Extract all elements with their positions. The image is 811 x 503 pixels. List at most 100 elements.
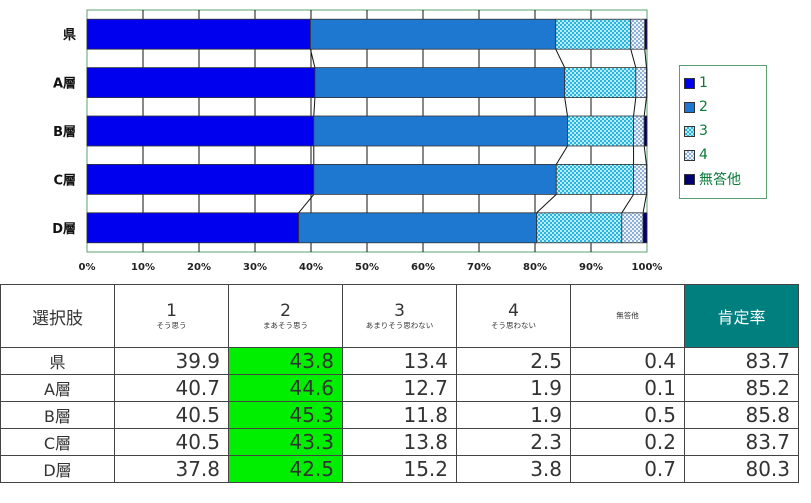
bar-segment xyxy=(86,115,315,147)
column-header: 4 そう思わない xyxy=(456,284,571,348)
bar-segment xyxy=(633,115,645,147)
x-tick-label: 20% xyxy=(187,262,211,273)
bar-segment xyxy=(314,67,566,98)
legend-label: 3 xyxy=(699,123,708,139)
series-line xyxy=(313,97,316,117)
corner-header: 選択肢 xyxy=(0,284,115,348)
category-label: C層 xyxy=(53,173,76,188)
rate-header: 肯定率 xyxy=(684,284,799,348)
series-line xyxy=(298,194,315,214)
bar-segment xyxy=(86,163,315,195)
legend-item: 無答他 xyxy=(684,167,762,191)
x-tick-label: 90% xyxy=(579,262,603,273)
table-header-row: 選択肢 1 そう思う 2 まあそう思う 3 あまりそう思わない 4 そう思わない 無答他… xyxy=(0,284,799,348)
legend-swatch xyxy=(684,125,695,137)
table-row: C層 40.5 43.3 13.8 2.3 0.2 83.7 xyxy=(0,428,799,456)
series-line xyxy=(621,194,634,214)
table-cell: 40.5 xyxy=(114,401,229,429)
category-label: A層 xyxy=(53,77,76,92)
bar-segment xyxy=(630,18,646,50)
column-header: 2 まあそう思う xyxy=(228,284,343,348)
legend-swatch xyxy=(684,149,695,161)
legend-item: 3 xyxy=(684,119,762,143)
table-cell: 0.7 xyxy=(570,455,685,483)
column-number: 4 xyxy=(508,300,519,321)
series-line xyxy=(644,49,647,68)
legend-label: 4 xyxy=(699,147,708,163)
x-tick-label: 70% xyxy=(467,262,491,273)
table-row: A層 40.7 44.6 12.7 1.9 0.1 85.2 xyxy=(0,374,799,402)
legend-item: 4 xyxy=(684,143,762,167)
table-cell: 0.5 xyxy=(570,401,685,429)
category-label: B層 xyxy=(53,125,76,140)
bar-segment xyxy=(646,67,648,98)
series-line xyxy=(309,49,316,68)
table-cell: 40.5 xyxy=(114,428,229,456)
legend-item: 1 xyxy=(684,71,762,95)
legend-label: 無答他 xyxy=(699,172,741,188)
x-tick-label: 40% xyxy=(299,262,323,273)
table-cell: 1.9 xyxy=(456,401,571,429)
bar-segment xyxy=(567,115,634,147)
series-line xyxy=(555,145,568,165)
table-row: 県 39.9 43.8 13.4 2.5 0.4 83.7 xyxy=(0,347,799,375)
series-line xyxy=(633,97,637,117)
table-row: D層 37.8 42.5 15.2 3.8 0.7 80.3 xyxy=(0,455,799,483)
legend-swatch xyxy=(684,173,695,185)
bar-segment xyxy=(555,163,634,195)
column-subtitle: まあそう思う xyxy=(263,320,308,330)
bar-segment xyxy=(635,67,647,98)
table-cell: 39.9 xyxy=(114,347,229,375)
x-tick-labels: 0% 10% 20% 30% 40% 50% 60% 70% 80% 90% 100% xyxy=(79,262,663,273)
bar-segment xyxy=(642,212,648,244)
series-line xyxy=(643,145,647,165)
table-cell: 83.7 xyxy=(684,347,799,375)
data-table: 選択肢 1 そう思う 2 まあそう思う 3 あまりそう思わない 4 そう思わない 無答他… xyxy=(0,284,799,483)
bar-segment xyxy=(310,18,557,50)
column-number: 2 xyxy=(280,300,291,321)
legend-item: 2 xyxy=(684,95,762,119)
bar-segment xyxy=(86,212,300,244)
x-tick-label: 100% xyxy=(632,262,663,273)
column-header: 無答他 xyxy=(570,284,685,348)
series-line xyxy=(536,194,557,214)
column-subtitle: 無答他 xyxy=(616,311,639,320)
legend-swatch xyxy=(684,101,695,113)
row-label: A層 xyxy=(0,374,115,402)
series-line xyxy=(642,194,647,213)
table-cell: 83.7 xyxy=(684,428,799,456)
bar-segment xyxy=(313,163,557,195)
table-cell: 2.5 xyxy=(456,347,571,375)
bar-segment xyxy=(564,67,637,98)
x-tick-label: 50% xyxy=(355,262,379,273)
column-header: 3 あまりそう思わない xyxy=(342,284,457,348)
column-subtitle: あまりそう思わない xyxy=(365,320,434,330)
table-body: 県 39.9 43.8 13.4 2.5 0.4 83.7 A層 40.7 44.6 12.7 1.9… xyxy=(0,347,799,483)
bar-segment xyxy=(644,18,648,50)
series-line xyxy=(564,97,568,117)
table-cell: 3.8 xyxy=(456,455,571,483)
table-cell: 44.6 xyxy=(228,374,343,402)
table-cell: 1.9 xyxy=(456,374,571,402)
row-label: B層 xyxy=(0,401,115,429)
series-lines xyxy=(298,48,647,214)
bar-segment xyxy=(643,115,648,147)
table-cell: 0.2 xyxy=(570,428,685,456)
legend-label: 1 xyxy=(699,75,708,91)
table-cell: 85.8 xyxy=(684,401,799,429)
x-tick-label: 10% xyxy=(131,262,155,273)
row-label: D層 xyxy=(0,455,115,483)
table-cell: 42.5 xyxy=(228,455,343,483)
series-line xyxy=(630,49,637,68)
series-line xyxy=(555,48,566,68)
bar-segment xyxy=(536,212,623,244)
x-tick-label: 0% xyxy=(79,262,96,273)
legend-swatch xyxy=(684,77,695,89)
table-cell: 12.7 xyxy=(342,374,457,402)
table-cell: 0.4 xyxy=(570,347,685,375)
column-number: 1 xyxy=(166,300,177,321)
table-cell: 45.3 xyxy=(228,401,343,429)
table-cell: 43.8 xyxy=(228,347,343,375)
table-cell: 85.2 xyxy=(684,374,799,402)
row-label: 県 xyxy=(0,347,115,375)
